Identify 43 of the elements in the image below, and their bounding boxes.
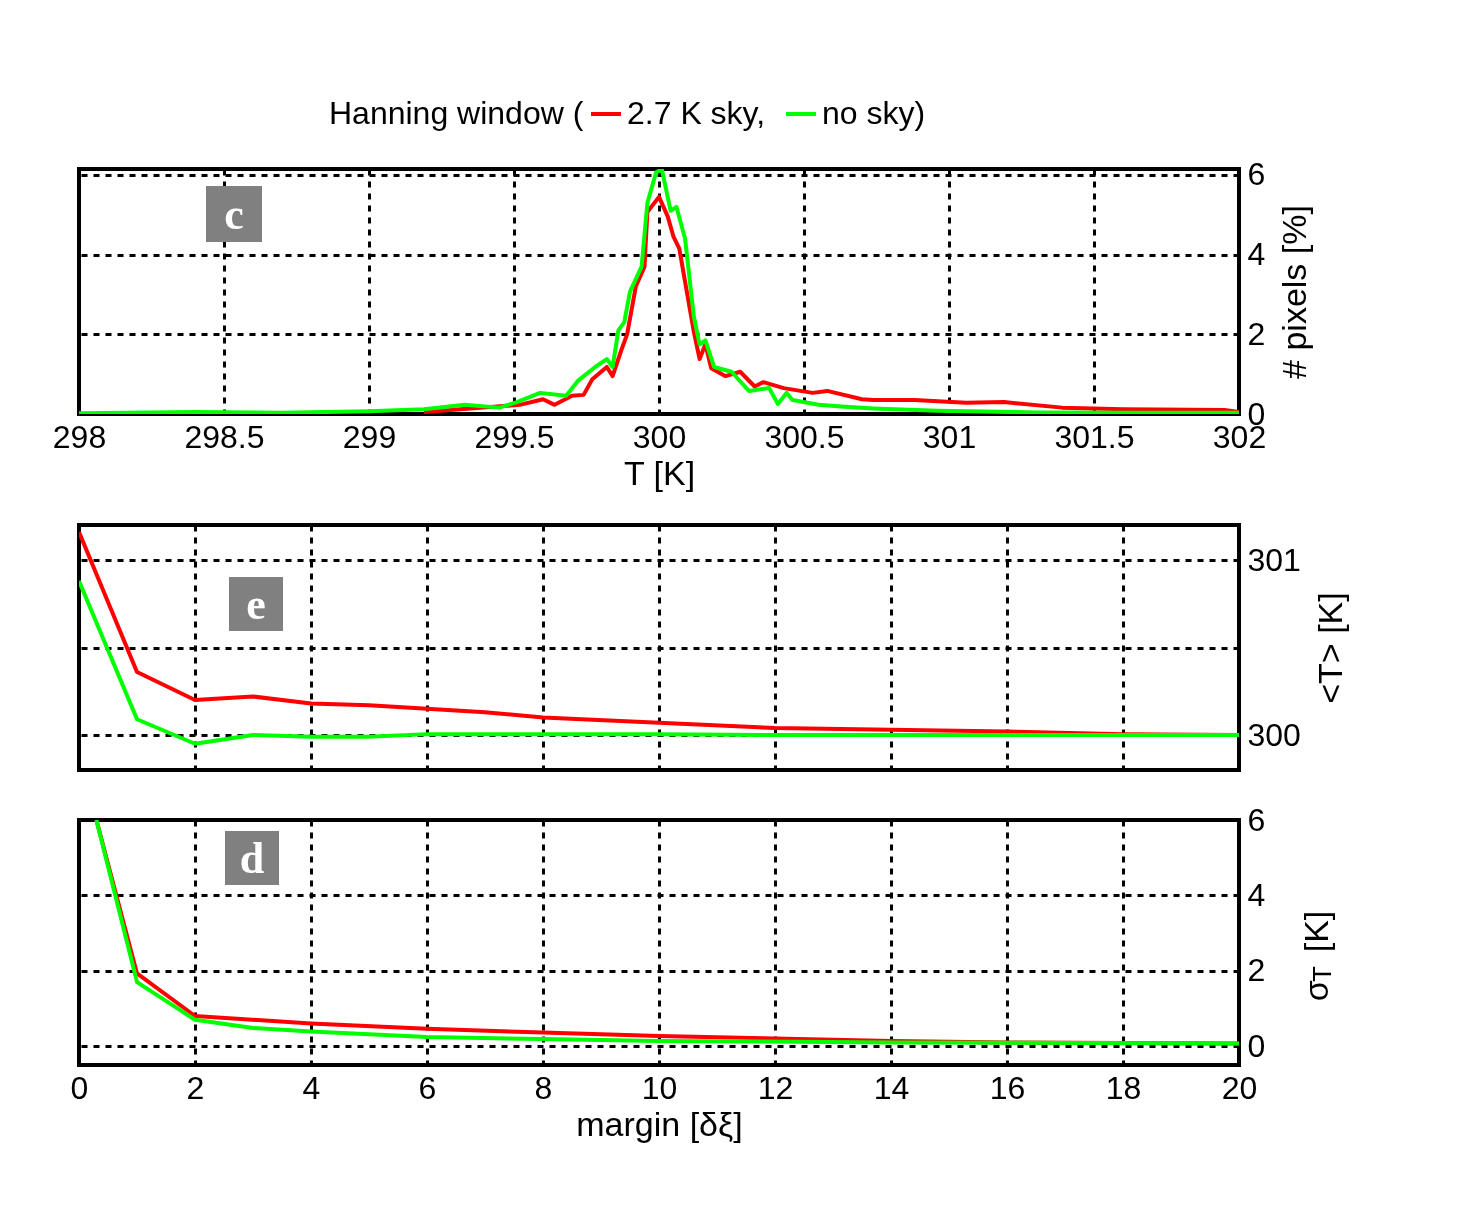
legend-title: Hanning window ( [329,95,584,131]
line-series [94,820,1239,1046]
x-tick-label: 300 [632,418,687,455]
x-tick-label: 2 [186,1069,205,1106]
y-tick-label: 4 [1247,876,1266,913]
y-tick-label: 6 [1247,156,1266,193]
x-tick-label: 298 [52,418,107,455]
line-series [422,194,1239,414]
x-tick-label: 301.5 [1054,418,1135,455]
y-axis-title: σT [K] [1297,910,1336,1002]
x-tick-label: 301 [922,418,977,455]
x-tick-label: 299.5 [474,418,555,455]
x-tick-label: 4 [302,1069,321,1106]
y-tick-label: 300 [1247,716,1301,753]
y-tick-label: 2 [1247,315,1266,352]
x-tick-label: 12 [757,1069,794,1106]
x-tick-label: 300.5 [764,418,845,455]
annotation: c [224,190,244,239]
x-tick-label: 18 [1105,1069,1142,1106]
y-axis-title: # pixels [%] [1275,205,1314,379]
x-tick-label: 6 [418,1069,437,1106]
x-tick-label: 20 [1221,1069,1258,1106]
line-series [79,169,1239,414]
x-tick-label: 14 [873,1069,910,1106]
x-tick-label: 298.5 [184,418,265,455]
x-tick-label: 8 [534,1069,553,1106]
y-tick-label: 301 [1247,541,1301,578]
legend-label: no sky) [822,95,926,131]
x-tick-label: 16 [989,1069,1026,1106]
y-tick-label: 2 [1247,952,1266,989]
annotation: d [239,834,265,883]
legend-label: 2.7 K sky, [627,95,766,131]
annotation: e [246,580,266,629]
y-axis-title: <T> [K] [1310,592,1349,704]
y-tick-label: 0 [1247,1027,1266,1064]
y-tick-label: 4 [1247,236,1266,273]
y-tick-label: 6 [1247,801,1266,838]
x-tick-label: 0 [70,1069,89,1106]
x-tick-label: 299 [342,418,397,455]
x-axis-title: T [K] [623,453,696,492]
line-series [79,579,1239,746]
x-axis-title: margin [δξ] [576,1104,743,1143]
x-tick-label: 10 [641,1069,678,1106]
